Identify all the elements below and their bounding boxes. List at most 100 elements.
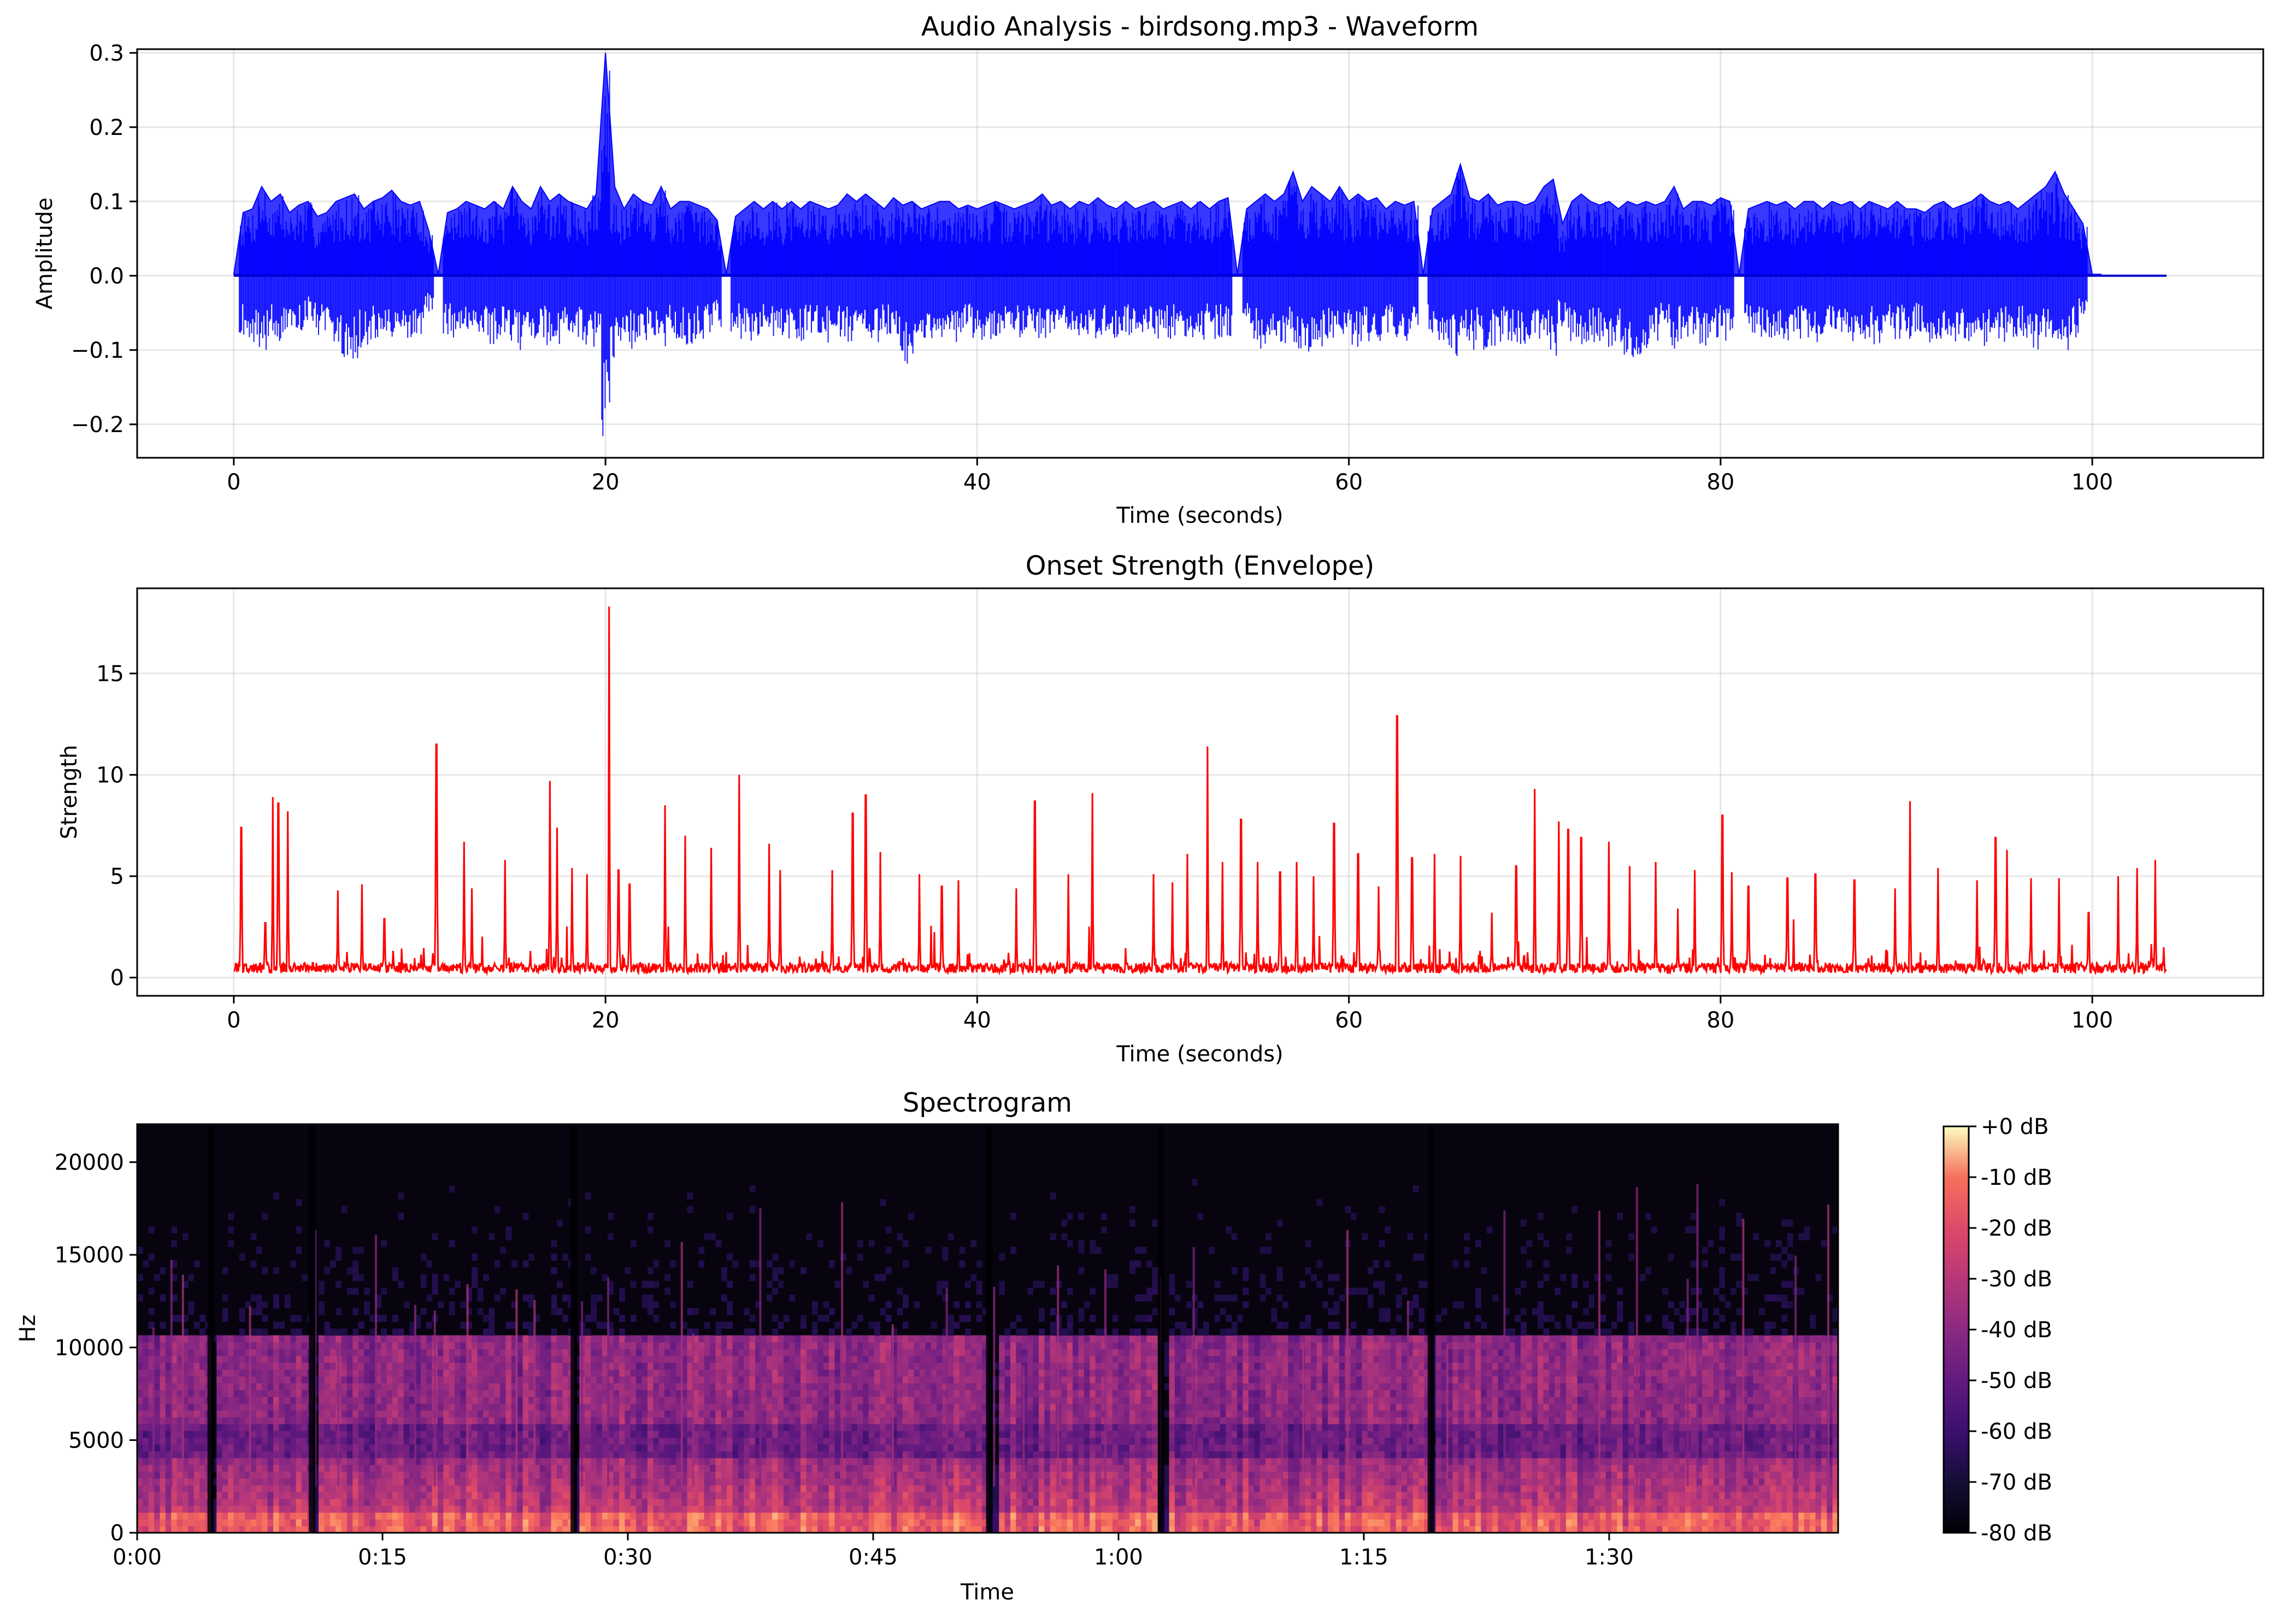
spectrogram-cell: [942, 1247, 948, 1254]
spectrogram-cell: [449, 1485, 455, 1492]
spectrogram-cell: [806, 1458, 812, 1465]
spectrogram-cell: [585, 1349, 591, 1356]
spectrogram-cell: [472, 1226, 478, 1233]
spectrogram-cell: [381, 1458, 387, 1465]
spectrogram-cell: [591, 1301, 597, 1308]
spectrogram-cell: [710, 1335, 716, 1342]
spectrogram-cell: [829, 1383, 835, 1390]
spectrogram-cell: [1005, 1485, 1011, 1492]
spectrogram-cell: [143, 1458, 149, 1465]
spectrogram-cell: [216, 1431, 222, 1438]
spectrogram-cell: [330, 1472, 336, 1479]
spectrogram-cell: [925, 1424, 931, 1431]
spectrogram-cell: [375, 1492, 381, 1499]
spectrogram-cell: [631, 1451, 637, 1458]
spectrogram-cell: [1016, 1417, 1022, 1424]
spectrogram-cell: [631, 1240, 637, 1247]
spectrogram-cell: [540, 1417, 546, 1424]
spectrogram-cell: [472, 1369, 478, 1377]
spectrogram-cell: [387, 1417, 393, 1424]
spectrogram-cell: [920, 1444, 926, 1451]
spectrogram-cell: [194, 1342, 200, 1349]
spectrogram-cell: [330, 1424, 336, 1431]
spectrogram-cell: [143, 1485, 149, 1492]
spectrogram-cell: [704, 1383, 710, 1390]
spectrogram-cell: [166, 1499, 172, 1506]
spectrogram-cell: [784, 1458, 790, 1465]
spectrogram-cell: [1016, 1464, 1022, 1472]
spectrogram-cell: [143, 1335, 149, 1342]
spectrogram-cell: [784, 1403, 790, 1410]
spectrogram-cell: [960, 1492, 966, 1499]
spectrogram-cell: [562, 1424, 568, 1431]
spectrogram-cell: [505, 1472, 511, 1479]
spectrogram-cell: [495, 1464, 501, 1472]
spectrogram-cell: [143, 1424, 149, 1431]
spectrogram-cell: [772, 1274, 778, 1281]
spectrogram-cell: [789, 1376, 795, 1383]
spectrogram-cell: [960, 1505, 966, 1513]
spectrogram-cell: [846, 1267, 852, 1274]
spectrogram-cell: [387, 1499, 393, 1506]
spectrogram-cell: [846, 1424, 852, 1431]
spectrogram-cell: [500, 1376, 506, 1383]
spectrogram-cell: [551, 1342, 557, 1349]
spectrogram-cell: [478, 1444, 484, 1451]
spectrogram-cell: [710, 1437, 716, 1444]
spectrogram-cell: [517, 1410, 523, 1418]
spectrogram-cell: [597, 1342, 603, 1349]
spectrogram-cell: [478, 1505, 484, 1513]
spectrogram-cell: [851, 1362, 857, 1369]
spectrogram-cell: [664, 1424, 670, 1431]
spectrogram-cell: [721, 1274, 727, 1281]
spectrogram-cell: [154, 1390, 160, 1397]
spectrogram-cell: [523, 1356, 529, 1363]
spectrogram-cell: [772, 1267, 778, 1274]
spectrogram-cell: [387, 1464, 393, 1472]
spectrogram-cell: [352, 1492, 358, 1499]
spectrogram-cell: [199, 1417, 205, 1424]
spectrogram-cell: [693, 1505, 699, 1513]
spectrogram-cell: [834, 1383, 840, 1390]
spectrogram-cell: [381, 1349, 387, 1356]
spectrogram-cell: [426, 1369, 432, 1377]
spectrogram-cell: [472, 1281, 478, 1288]
spectrogram-cell: [364, 1356, 370, 1363]
spectrogram-cell: [551, 1376, 557, 1383]
spectrogram-cell: [931, 1397, 937, 1404]
spectrogram-cell: [704, 1356, 710, 1363]
spectrogram-cell: [704, 1335, 710, 1342]
spectrogram-cell: [648, 1226, 654, 1233]
spectrogram-cell: [398, 1410, 404, 1418]
spectrogram-cell: [404, 1383, 410, 1390]
spectrogram-cell: [772, 1376, 778, 1383]
spectrogram-cell: [653, 1315, 659, 1322]
spectrogram-cell: [812, 1369, 818, 1377]
spectrogram-cell: [268, 1376, 274, 1383]
spectrogram-cell: [897, 1519, 903, 1526]
spectrogram-cell: [834, 1322, 840, 1329]
spectrogram-cell: [937, 1383, 943, 1390]
spectrogram-cell: [953, 1458, 960, 1465]
spectrogram-cell: [404, 1472, 410, 1479]
onset-x-tick-label: 60: [1335, 1008, 1363, 1033]
spectrogram-cell: [591, 1424, 597, 1431]
spectrogram-cell: [364, 1424, 370, 1431]
spectrogram-cell: [330, 1403, 336, 1410]
spectrogram-cell: [698, 1478, 704, 1485]
spectrogram-cell: [387, 1410, 393, 1418]
spectrogram-cell: [279, 1335, 285, 1342]
spectrogram-cell: [806, 1519, 812, 1526]
spectrogram-cell: [358, 1505, 364, 1513]
spectrogram-cell: [664, 1472, 670, 1479]
spectrogram-cell: [500, 1403, 506, 1410]
spectrogram-cell: [495, 1335, 501, 1342]
spectrogram-cell: [296, 1356, 302, 1363]
spectrogram-cell: [160, 1437, 166, 1444]
spectrogram-cell: [744, 1356, 750, 1363]
spectrogram-cell: [614, 1464, 620, 1472]
spectrogram-cell: [319, 1444, 325, 1451]
spectrogram-cell: [290, 1390, 296, 1397]
spectrogram-cell: [222, 1403, 228, 1410]
spectrogram-cell: [733, 1403, 739, 1410]
